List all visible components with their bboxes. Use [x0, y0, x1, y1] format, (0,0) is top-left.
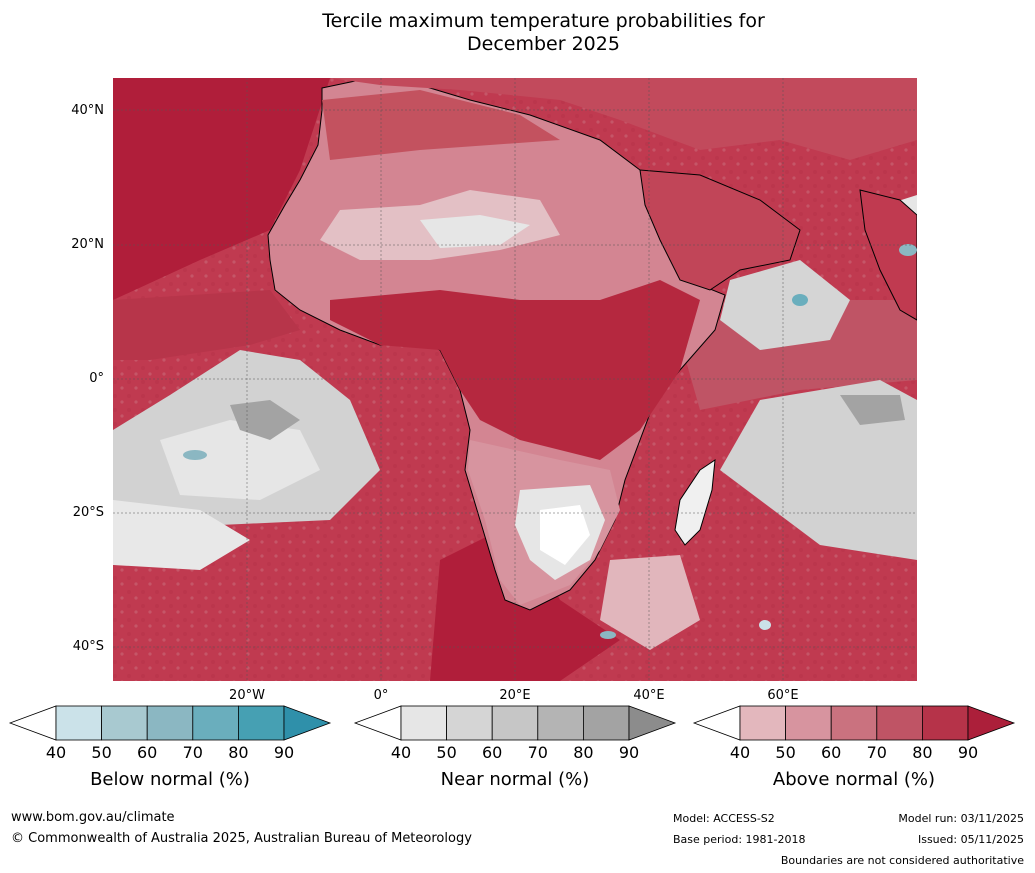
- colorbar-segment-3: [491, 705, 539, 741]
- colorbar-tick-label: 80: [912, 743, 933, 762]
- colorbar-segment-1: [400, 705, 447, 741]
- graticule: [113, 78, 917, 681]
- colorbar-tick-label: 70: [527, 743, 548, 762]
- colorbar-segment-low-extend: [692, 705, 741, 741]
- south-atlantic-near-normal-west: [113, 500, 250, 570]
- chart-title: Tercile maximum temperature probabilitie…: [0, 10, 1035, 56]
- madagascar: [674, 458, 716, 546]
- colorbar-segment-5: [922, 705, 969, 741]
- maghreb-70: [322, 90, 560, 160]
- colorbar-segment-low-extend: [8, 705, 57, 741]
- below-normal-patch-3: [899, 244, 917, 256]
- colorbar-tick-label: 50: [91, 743, 112, 762]
- colorbar-segment-high-extend: [628, 705, 677, 741]
- europe-asia-band: [330, 78, 917, 160]
- lon-label-20e: 20°E: [499, 688, 531, 703]
- colorbar-tick-label: 90: [618, 743, 640, 762]
- model-run-text: Model run: 03/11/2025: [898, 812, 1024, 825]
- colorbar-tick-label: 40: [729, 743, 751, 762]
- colorbar-tick-label: 60: [482, 743, 503, 762]
- colorbar-segment-1: [739, 705, 786, 741]
- colorbar-segment-4: [192, 705, 239, 741]
- colorbar-segment-2: [101, 705, 148, 741]
- colorbar-tick-label: 50: [775, 743, 796, 762]
- lon-label-40e: 40°E: [633, 688, 665, 703]
- colorbar-segment-2: [446, 705, 493, 741]
- colorbar-near-normal: [353, 705, 677, 741]
- colorbar-tick-label: 40: [45, 743, 67, 762]
- colorbar-segment-5: [583, 705, 630, 741]
- india: [859, 189, 917, 321]
- colorbars: [8, 705, 1016, 741]
- colorbar-segment-5: [237, 705, 285, 741]
- below-normal-patch-2: [792, 294, 808, 306]
- mozambique-channel-50: [600, 555, 700, 650]
- colorbar-segment-4: [876, 705, 923, 741]
- website-text: www.bom.gov.au/climate: [11, 810, 175, 825]
- lat-label-40n: 40°N: [71, 103, 104, 118]
- colorbar-tick-label: 60: [137, 743, 158, 762]
- below-normal-title: Below normal (%): [90, 769, 250, 790]
- colorbar-above-normal: [692, 705, 1016, 741]
- sahara-near-normal: [420, 215, 530, 248]
- colorbar-segment-1: [55, 705, 102, 741]
- arabian-sea-near-normal: [720, 260, 850, 350]
- below-normal-patch-5: [759, 620, 771, 630]
- arabian-peninsula: [639, 169, 801, 291]
- colorbar-tick-label: 90: [273, 743, 295, 762]
- copyright-text: © Commonwealth of Australia 2025, Austra…: [11, 831, 472, 846]
- lat-label-20n: 20°N: [71, 237, 104, 252]
- colorbar-tick-label: 80: [228, 743, 249, 762]
- indian-ocean-near-normal: [720, 380, 917, 560]
- colorbar-tick-label: 80: [573, 743, 594, 762]
- lat-label-40s: 40°S: [72, 639, 104, 654]
- southern-africa-white: [540, 505, 590, 565]
- title-line-2: December 2025: [467, 33, 620, 55]
- colorbar-segment-4: [537, 705, 584, 741]
- near-normal-title: Near normal (%): [440, 769, 590, 790]
- colorbar-below-normal: [8, 705, 332, 741]
- colorbar-tick-label: 70: [866, 743, 887, 762]
- lon-label-0: 0°: [373, 688, 389, 703]
- model-text: Model: ACCESS-S2: [673, 812, 775, 825]
- below-normal-patch-1: [183, 450, 207, 460]
- above-normal-title: Above normal (%): [772, 769, 936, 790]
- colorbar-segment-3: [830, 705, 878, 741]
- colorbar-segment-3: [146, 705, 194, 741]
- colorbar-segment-high-extend: [967, 705, 1016, 741]
- colorbar-tick-label: 60: [821, 743, 842, 762]
- issued-text: Issued: 05/11/2025: [917, 833, 1024, 846]
- title-line-1: Tercile maximum temperature probabilitie…: [322, 10, 765, 32]
- colorbar-segment-high-extend: [283, 705, 332, 741]
- south-atlantic-near-normal-light: [160, 420, 320, 500]
- colorbar-tick-label: 90: [957, 743, 979, 762]
- lon-label-60e: 60°E: [767, 688, 799, 703]
- atlantic-north-90: [113, 78, 330, 300]
- lon-label-20w: 20°W: [229, 688, 265, 703]
- lat-label-20s: 20°S: [72, 505, 104, 520]
- colorbar-segment-low-extend: [353, 705, 402, 741]
- lat-label-0: 0°: [89, 371, 104, 386]
- colorbar-tick-label: 70: [182, 743, 203, 762]
- below-normal-patch-4: [600, 631, 616, 639]
- indian-ocean-near-normal-80: [840, 395, 905, 425]
- base-period-text: Base period: 1981-2018: [673, 833, 806, 846]
- colorbar-tick-label: 50: [436, 743, 457, 762]
- atlantic-tropic-80: [113, 290, 300, 360]
- colorbar-segment-2: [785, 705, 832, 741]
- disclaimer-text: Boundaries are not considered authoritat…: [780, 854, 1024, 867]
- near-normal-80-patch: [230, 400, 300, 440]
- colorbar-tick-label: 40: [390, 743, 412, 762]
